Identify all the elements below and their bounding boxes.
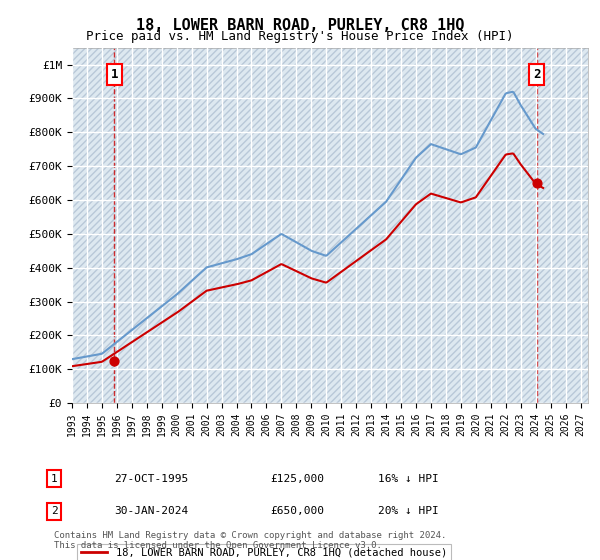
Text: 2: 2 [50, 506, 58, 516]
Text: 1: 1 [110, 68, 118, 81]
Text: 20% ↓ HPI: 20% ↓ HPI [378, 506, 439, 516]
Text: 2: 2 [533, 68, 541, 81]
Text: £650,000: £650,000 [270, 506, 324, 516]
Text: Contains HM Land Registry data © Crown copyright and database right 2024.
This d: Contains HM Land Registry data © Crown c… [54, 530, 446, 550]
Text: 30-JAN-2024: 30-JAN-2024 [114, 506, 188, 516]
Text: Price paid vs. HM Land Registry's House Price Index (HPI): Price paid vs. HM Land Registry's House … [86, 30, 514, 43]
Text: 16% ↓ HPI: 16% ↓ HPI [378, 474, 439, 484]
Point [532, 179, 542, 188]
Text: 1: 1 [50, 474, 58, 484]
Text: 27-OCT-1995: 27-OCT-1995 [114, 474, 188, 484]
Text: 18, LOWER BARN ROAD, PURLEY, CR8 1HQ: 18, LOWER BARN ROAD, PURLEY, CR8 1HQ [136, 18, 464, 33]
Legend: 18, LOWER BARN ROAD, PURLEY, CR8 1HQ (detached house), HPI: Average price, detac: 18, LOWER BARN ROAD, PURLEY, CR8 1HQ (de… [77, 544, 451, 560]
Point [110, 356, 119, 365]
Text: £125,000: £125,000 [270, 474, 324, 484]
